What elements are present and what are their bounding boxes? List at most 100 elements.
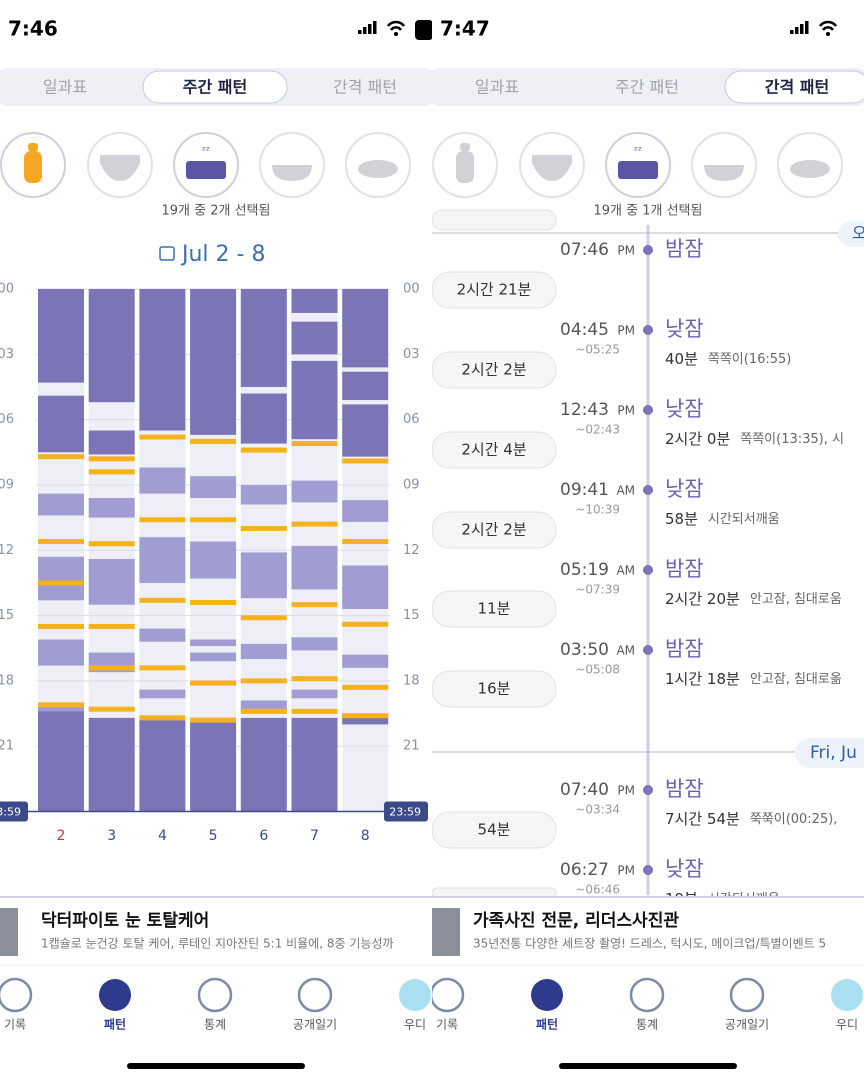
entry-detail: 7시간 54분 쭉쭉이(00:25), xyxy=(665,810,837,828)
entry-kind[interactable]: 낮잠 xyxy=(665,397,704,421)
nav-icon[interactable] xyxy=(399,979,431,1011)
signal-bar xyxy=(358,30,362,34)
nav-label[interactable]: 공개일기 xyxy=(725,1018,769,1032)
gap-pill xyxy=(432,351,557,389)
ad-text[interactable]: 1캡슐로 눈건강 토탈 케어, 루테인 지아잔틴 5:1 비율에, 8중 기능성… xyxy=(41,937,394,951)
y-tick-label: 15 xyxy=(403,608,420,623)
nav-icon[interactable] xyxy=(197,977,233,1013)
nap-sleep xyxy=(139,628,186,642)
entry-note: 시간되서깨움 xyxy=(708,512,780,527)
entry-detail: 1시간 18분 안고잠, 침대로옮 xyxy=(665,670,842,688)
x-tick-label: 5 xyxy=(209,828,218,844)
tab[interactable]: 간격 패턴 xyxy=(765,78,829,97)
entry-time: 12:43 xyxy=(560,400,609,420)
entry-kind[interactable]: 낮잠 xyxy=(665,477,704,501)
night-sleep xyxy=(240,717,287,812)
entry-note: 쭉쭉이(00:25), xyxy=(750,812,838,827)
nav-label[interactable]: 패턴 xyxy=(104,1017,126,1032)
night-sleep xyxy=(240,393,287,444)
feed xyxy=(190,517,237,523)
ad-thumb[interactable] xyxy=(0,908,18,956)
entry-kind[interactable]: 낮잠 xyxy=(665,317,704,341)
entry-end: ~05:25 xyxy=(575,343,620,357)
entry-kind[interactable]: 밤잠 xyxy=(665,557,704,581)
nav-label[interactable]: 기록 xyxy=(436,1018,458,1032)
bottle-icon xyxy=(456,151,474,183)
nav-label[interactable]: 패턴 xyxy=(536,1017,558,1032)
entry-dot xyxy=(643,645,653,655)
entry-detail: 40분 쪽쪽이(16:55) xyxy=(665,350,791,368)
bottle-icon xyxy=(24,151,42,183)
nav-label[interactable]: 통계 xyxy=(636,1018,658,1032)
entry-kind[interactable]: 밤잠 xyxy=(665,777,704,801)
y-tick-label-left: 09 xyxy=(0,477,14,492)
end-badge xyxy=(0,801,28,822)
night-sleep xyxy=(88,717,135,812)
nap-sleep xyxy=(240,643,287,660)
night-sleep xyxy=(88,289,135,403)
tab[interactable]: 일과표 xyxy=(43,78,87,97)
tab[interactable]: 간격 패턴 xyxy=(333,78,397,97)
entry-duration: 2시간 0분 xyxy=(665,430,730,448)
entry-duration: 40분 xyxy=(665,350,698,368)
date-label: Fri, Ju xyxy=(810,743,857,763)
nav-icon[interactable] xyxy=(831,979,863,1011)
nav-icon[interactable] xyxy=(431,977,465,1013)
entry-detail: 2시간 20분 안고잠, 침대로움 xyxy=(665,590,842,608)
signal-bar xyxy=(373,21,377,34)
entry-end: ~10:39 xyxy=(575,503,620,517)
nav-icon[interactable] xyxy=(0,977,33,1013)
tab[interactable]: 주간 패턴 xyxy=(183,78,247,97)
entry-dot xyxy=(643,785,653,795)
y-tick-label-left: 03 xyxy=(0,347,14,362)
entry-end: ~03:34 xyxy=(575,803,620,817)
night-sleep xyxy=(240,289,287,387)
y-tick-label-left: 18 xyxy=(0,673,14,688)
nav-label[interactable]: 공개일기 xyxy=(293,1018,337,1032)
ad-title[interactable]: 닥터파이토 눈 토탈케어 xyxy=(41,910,209,931)
entry-kind[interactable]: 밤잠 xyxy=(665,237,704,261)
bottle-cap xyxy=(28,143,38,151)
nav-icon[interactable] xyxy=(729,977,765,1013)
ad-thumb[interactable] xyxy=(432,908,460,956)
nav-icon[interactable] xyxy=(629,977,665,1013)
nav-icon[interactable] xyxy=(99,979,131,1011)
y-tick-label-left: 12 xyxy=(0,543,14,558)
nav-icon[interactable] xyxy=(531,979,563,1011)
night-sleep xyxy=(139,289,186,431)
entry-kind[interactable]: 밤잠 xyxy=(665,637,704,661)
diaper-icon xyxy=(532,155,572,181)
nav-label[interactable]: 통계 xyxy=(204,1018,226,1032)
nav-label[interactable]: 기록 xyxy=(4,1018,26,1032)
gap-pill xyxy=(432,590,557,628)
feed xyxy=(240,525,287,531)
nav-label[interactable]: 우디 xyxy=(836,1018,858,1032)
ad-text[interactable]: 35년전통 다양한 세트장 촬영! 드레스, 턱시도, 메이크업/특별이벤트 5 xyxy=(473,937,826,951)
entry-time: 07:40 xyxy=(560,780,609,800)
entry-ampm: PM xyxy=(617,324,635,338)
entry-detail: 2시간 0분 쪽쪽이(13:35), 시 xyxy=(665,430,844,448)
x-tick-label: 7 xyxy=(310,828,319,844)
y-tick-label-left: 06 xyxy=(0,412,14,427)
feed xyxy=(240,447,287,453)
entry-duration: 58분 xyxy=(665,510,698,528)
feed xyxy=(291,602,338,608)
gap-label: 54분 xyxy=(478,821,511,839)
nav-label[interactable]: 우디 xyxy=(404,1018,426,1032)
tab[interactable]: 주간 패턴 xyxy=(615,78,679,97)
nap-sleep xyxy=(342,500,389,522)
entry-end: ~02:43 xyxy=(575,423,620,437)
nav-icon[interactable] xyxy=(297,977,333,1013)
tab[interactable]: 일과표 xyxy=(475,78,519,97)
selection-count: 19개 중 2개 선택됨 xyxy=(162,204,271,219)
entry-ampm: PM xyxy=(617,244,635,258)
tummy-icon xyxy=(790,160,830,178)
y-tick-label: 09 xyxy=(403,477,420,492)
feed xyxy=(88,706,135,712)
entry-kind[interactable]: 낮잠 xyxy=(665,857,704,881)
y-tick-label: 12 xyxy=(403,543,420,558)
ad-title[interactable]: 가족사진 전문, 리더스사진관 xyxy=(473,911,679,931)
nap-sleep xyxy=(38,556,84,601)
gap-pill xyxy=(432,670,557,708)
